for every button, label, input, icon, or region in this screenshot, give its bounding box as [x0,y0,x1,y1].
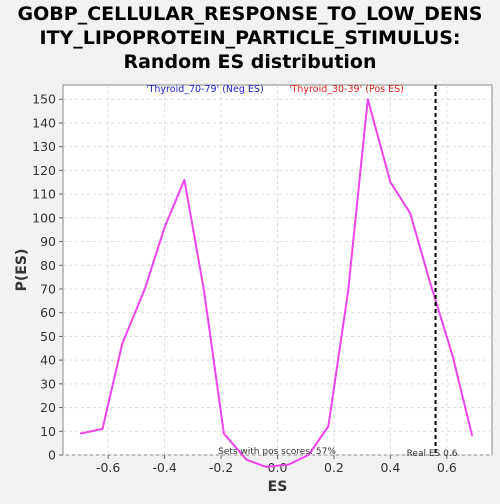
y-tick-label: 100 [32,210,56,225]
y-tick-label: 40 [40,353,56,368]
es-distribution-line [79,98,474,468]
grid-lines [63,85,492,456]
y-tick-label: 150 [32,92,56,107]
chart-title-line-3: Random ES distribution [123,51,376,73]
y-tick-label: 0 [48,448,56,463]
x-tick-label: -0.2 [209,460,233,475]
x-tick-label: -0.4 [152,460,176,475]
chart-title: GOBP_CELLULAR_RESPONSE_TO_LOW_DENS ITY_L… [18,3,483,73]
y-tick-label: 30 [40,376,56,391]
legend-neg-es: 'Thyroid_70-79' (Neg ES) [146,84,264,95]
x-tick-label: 0.6 [437,460,457,475]
chart-title-line-1: GOBP_CELLULAR_RESPONSE_TO_LOW_DENS [18,3,483,25]
y-tick-label: 90 [40,234,56,249]
y-axis: 0 10 20 30 40 50 60 70 80 90 100 110 120 130 140 150 [32,92,63,463]
series-layer [79,98,474,468]
pos-scores-annotation: Sets with pos scores: 57% [218,447,336,457]
x-tick-label: 0.0 [268,460,288,475]
y-tick-label: 50 [40,329,56,344]
y-tick-label: 10 [40,424,56,439]
y-axis-label: P(ES) [14,249,30,292]
chart-title-line-2: ITY_LIPOPROTEIN_PARTICLE_STIMULUS: [39,27,460,49]
y-tick-label: 70 [40,281,56,296]
x-axis-label: ES [268,479,288,495]
x-tick-label: 0.4 [380,460,400,475]
y-tick-label: 60 [40,305,56,320]
y-tick-label: 110 [32,187,56,202]
y-tick-label: 80 [40,258,56,273]
x-axis: -0.6 -0.4 -0.2 0.0 0.2 0.4 0.6 [96,455,457,475]
x-tick-label: -0.6 [96,460,120,475]
real-es-label: Real ES 0.6 [407,449,458,459]
y-tick-label: 20 [40,400,56,415]
legend-pos-es: 'Thyroid_30-39' (Pos ES) [289,84,404,95]
x-tick-label: 0.2 [324,460,344,475]
y-tick-label: 120 [32,163,56,178]
y-tick-label: 130 [32,139,56,154]
y-tick-label: 140 [32,115,56,130]
